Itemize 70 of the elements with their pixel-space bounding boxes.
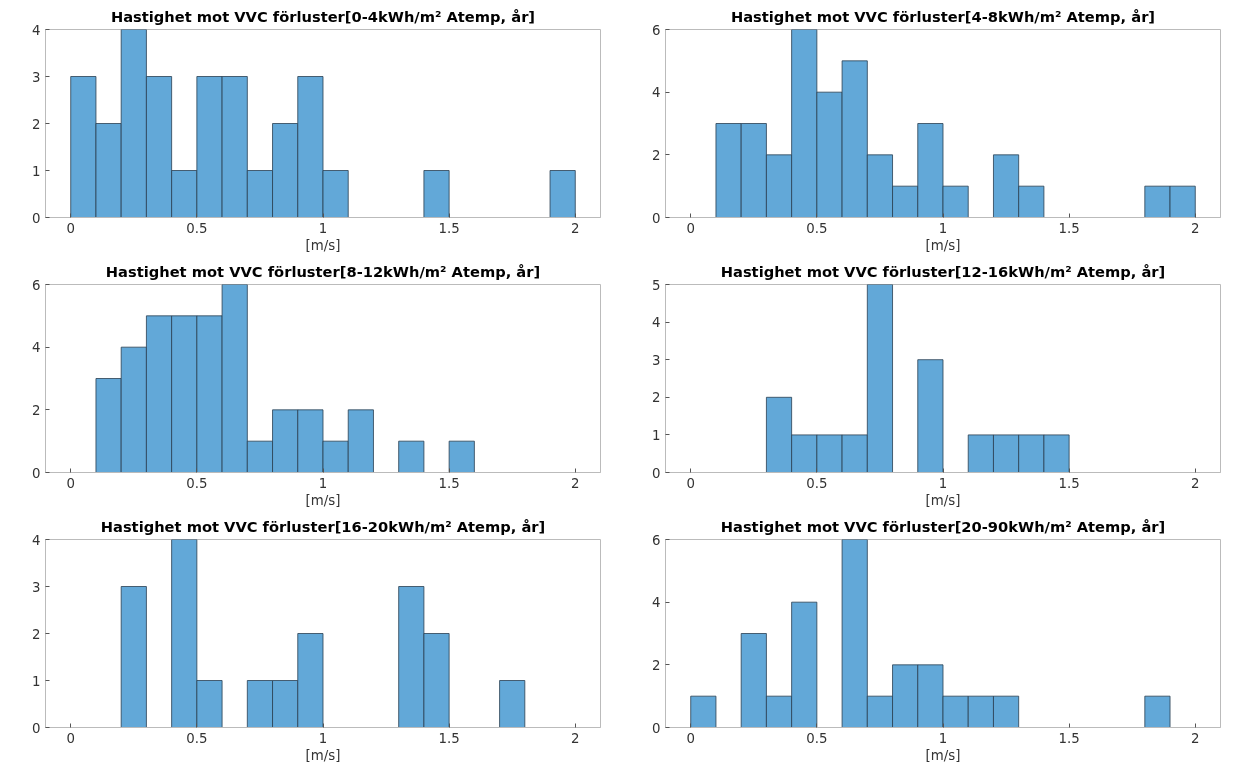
x-tick-label: 1 bbox=[938, 220, 948, 236]
x-tick-label: 1 bbox=[318, 475, 328, 491]
y-tick-label: 6 bbox=[652, 22, 661, 38]
y-tick-label: 6 bbox=[652, 532, 661, 548]
y-tick-label: 1 bbox=[652, 427, 661, 443]
x-tick-label: 1 bbox=[938, 475, 948, 491]
x-tick-label: 1 bbox=[318, 220, 328, 236]
y-tick-label: 3 bbox=[32, 579, 41, 595]
y-tick-label: 3 bbox=[32, 69, 41, 85]
chart-title: Hastighet mot VVC förluster[16-20kWh/m² Atemp, år] bbox=[100, 517, 546, 535]
chart-title: Hastighet mot VVC förluster[12-16kWh/m² Atemp, år] bbox=[720, 262, 1166, 280]
x-tick-label: 2 bbox=[571, 475, 580, 491]
x-tick-label: 2 bbox=[1191, 220, 1200, 236]
y-tick-label: 4 bbox=[652, 315, 661, 331]
x-axis-title: [m/s] bbox=[305, 747, 341, 763]
y-tick-label: 4 bbox=[32, 22, 41, 38]
y-tick-label: 0 bbox=[32, 210, 41, 226]
x-axis-title: [m/s] bbox=[305, 237, 341, 253]
x-tick-label: 1.5 bbox=[1058, 220, 1080, 236]
y-tick-label: 5 bbox=[652, 277, 661, 293]
x-tick-label: 0 bbox=[66, 730, 75, 746]
x-tick-label: 0 bbox=[686, 730, 695, 746]
x-tick-label: 0.5 bbox=[806, 730, 828, 746]
x-tick-label: 1 bbox=[318, 730, 328, 746]
y-tick-label: 0 bbox=[652, 465, 661, 481]
chart-title: Hastighet mot VVC förluster[8-12kWh/m² Atemp, år] bbox=[105, 262, 541, 280]
x-axis-title: [m/s] bbox=[305, 492, 341, 508]
x-tick-label: 2 bbox=[1191, 730, 1200, 746]
y-tick-label: 2 bbox=[32, 626, 41, 642]
x-tick-label: 1.5 bbox=[438, 220, 460, 236]
y-tick-label: 0 bbox=[32, 720, 41, 736]
x-tick-label: 1.5 bbox=[438, 475, 460, 491]
y-tick-label: 4 bbox=[32, 340, 41, 356]
x-tick-label: 0 bbox=[66, 220, 75, 236]
x-tick-label: 0.5 bbox=[186, 220, 208, 236]
y-tick-label: 2 bbox=[652, 657, 661, 673]
x-tick-label: 1 bbox=[938, 730, 948, 746]
x-tick-label: 2 bbox=[1191, 475, 1200, 491]
x-tick-label: 2 bbox=[571, 730, 580, 746]
y-tick-label: 3 bbox=[652, 352, 661, 368]
y-tick-label: 4 bbox=[652, 85, 661, 101]
x-axis-title: [m/s] bbox=[925, 747, 961, 763]
y-tick-label: 2 bbox=[32, 116, 41, 132]
y-tick-label: 4 bbox=[32, 532, 41, 548]
x-tick-label: 0 bbox=[66, 475, 75, 491]
y-tick-label: 1 bbox=[32, 673, 41, 689]
chart-title: Hastighet mot VVC förluster[0-4kWh/m² Atemp, år] bbox=[110, 7, 536, 25]
x-tick-label: 1.5 bbox=[438, 730, 460, 746]
y-tick-label: 0 bbox=[652, 210, 661, 226]
chart-title: Hastighet mot VVC förluster[20-90kWh/m² Atemp, år] bbox=[720, 517, 1166, 535]
x-tick-label: 0.5 bbox=[186, 730, 208, 746]
y-tick-label: 2 bbox=[652, 147, 661, 163]
x-tick-label: 0.5 bbox=[806, 475, 828, 491]
x-axis-title: [m/s] bbox=[925, 492, 961, 508]
y-tick-label: 0 bbox=[32, 465, 41, 481]
y-tick-label: 2 bbox=[652, 390, 661, 406]
x-tick-label: 1.5 bbox=[1058, 475, 1080, 491]
y-tick-label: 2 bbox=[32, 402, 41, 418]
x-tick-label: 1.5 bbox=[1058, 730, 1080, 746]
x-tick-label: 0 bbox=[686, 220, 695, 236]
y-tick-label: 1 bbox=[32, 163, 41, 179]
x-tick-label: 0 bbox=[686, 475, 695, 491]
chart-title: Hastighet mot VVC förluster[4-8kWh/m² Atemp, år] bbox=[730, 7, 1156, 25]
y-tick-label: 6 bbox=[32, 277, 41, 293]
x-tick-label: 0.5 bbox=[186, 475, 208, 491]
y-tick-label: 4 bbox=[652, 595, 661, 611]
y-tick-label: 0 bbox=[652, 720, 661, 736]
x-axis-title: [m/s] bbox=[925, 237, 961, 253]
x-tick-label: 2 bbox=[571, 220, 580, 236]
x-tick-label: 0.5 bbox=[806, 220, 828, 236]
